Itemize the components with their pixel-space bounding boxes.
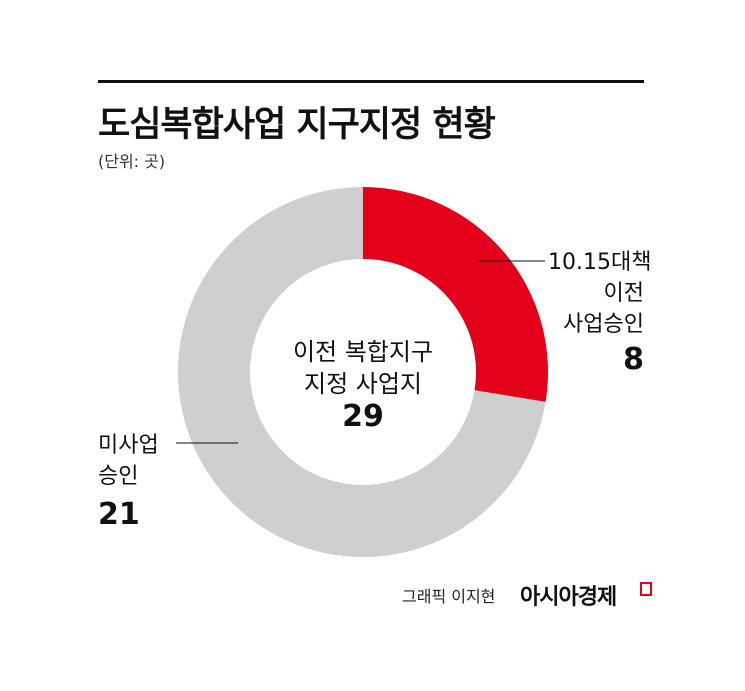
slice-label-red-line2: 이전	[604, 281, 644, 306]
slice-label-red-line1: 10.15대책	[548, 250, 651, 275]
chart-title: 도심복합사업 지구지정 현황	[98, 105, 496, 145]
slice-value-red: 8	[623, 342, 644, 377]
top-rule	[98, 80, 644, 83]
slice-label-gray-line1: 미사업	[98, 433, 159, 458]
brand-mark-icon	[640, 582, 652, 596]
center-value: 29	[342, 399, 384, 434]
donut-slice-0	[363, 187, 549, 402]
slice-label-gray-line2: 승인	[98, 464, 138, 489]
unit-label: (단위: 곳)	[98, 152, 166, 171]
graphic-credit: 그래픽 이지현	[402, 587, 496, 606]
slice-value-gray: 21	[98, 497, 140, 532]
slice-label-red-line3: 사업승인	[563, 312, 644, 337]
donut-slice-1	[178, 187, 546, 557]
center-label-line1: 이전 복합지구	[293, 338, 433, 366]
brand-logo-text: 아시아경제	[520, 585, 617, 610]
donut-slices	[178, 187, 549, 557]
center-label-line2: 지정 사업지	[304, 370, 422, 398]
